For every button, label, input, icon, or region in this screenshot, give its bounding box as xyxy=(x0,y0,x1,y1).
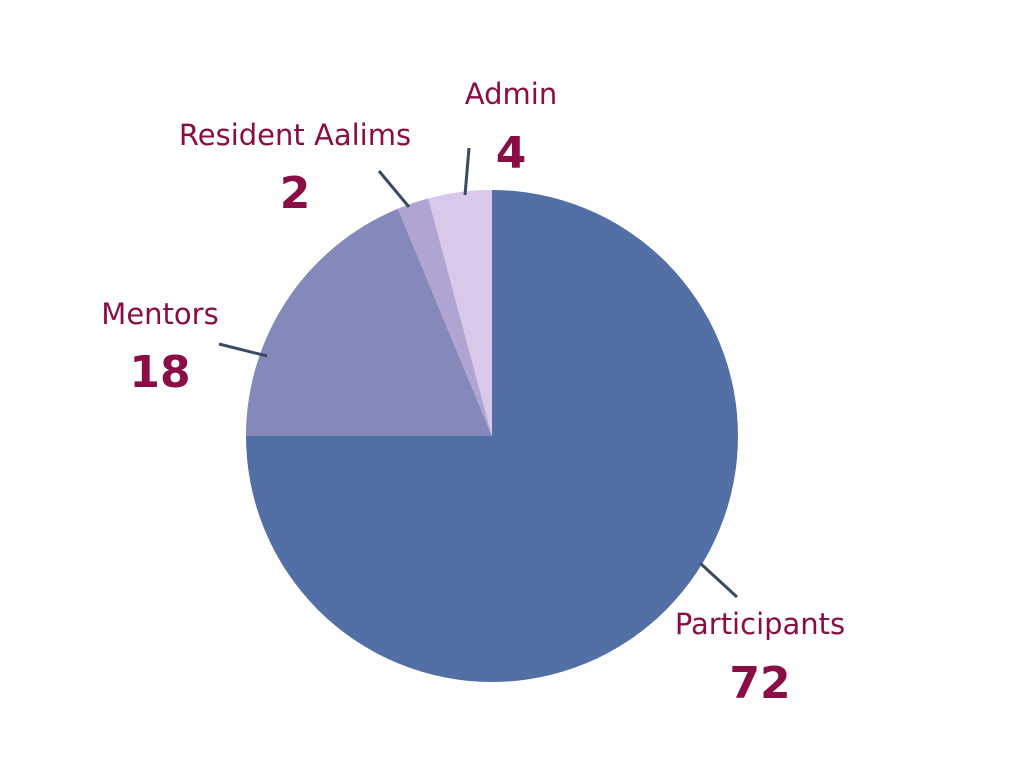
leader-line-mentors xyxy=(218,342,268,358)
slice-value-resident-aalims: 2 xyxy=(280,168,311,219)
slice-value-participants: 72 xyxy=(729,658,790,709)
leader-line-resident-aalims xyxy=(377,170,411,208)
slice-value-mentors: 18 xyxy=(129,347,190,398)
pie-slice-mentors xyxy=(246,208,492,436)
slice-value-admin: 4 xyxy=(496,128,527,179)
leader-line-participants xyxy=(698,561,739,599)
pie-slices xyxy=(246,190,738,682)
leader-line-admin xyxy=(463,147,471,196)
leader-lines xyxy=(218,147,739,599)
slice-label-mentors: Mentors xyxy=(101,297,218,331)
pie-slice-resident-aalims xyxy=(397,198,492,436)
slice-label-admin: Admin xyxy=(465,77,557,111)
slice-label-resident-aalims: Resident Aalims xyxy=(179,118,411,152)
slice-label-participants: Participants xyxy=(675,607,845,641)
pie-slice-admin xyxy=(428,190,492,436)
slice-labels: Participants 72 Mentors 18 Resident Aalims 2 A… xyxy=(101,77,845,709)
